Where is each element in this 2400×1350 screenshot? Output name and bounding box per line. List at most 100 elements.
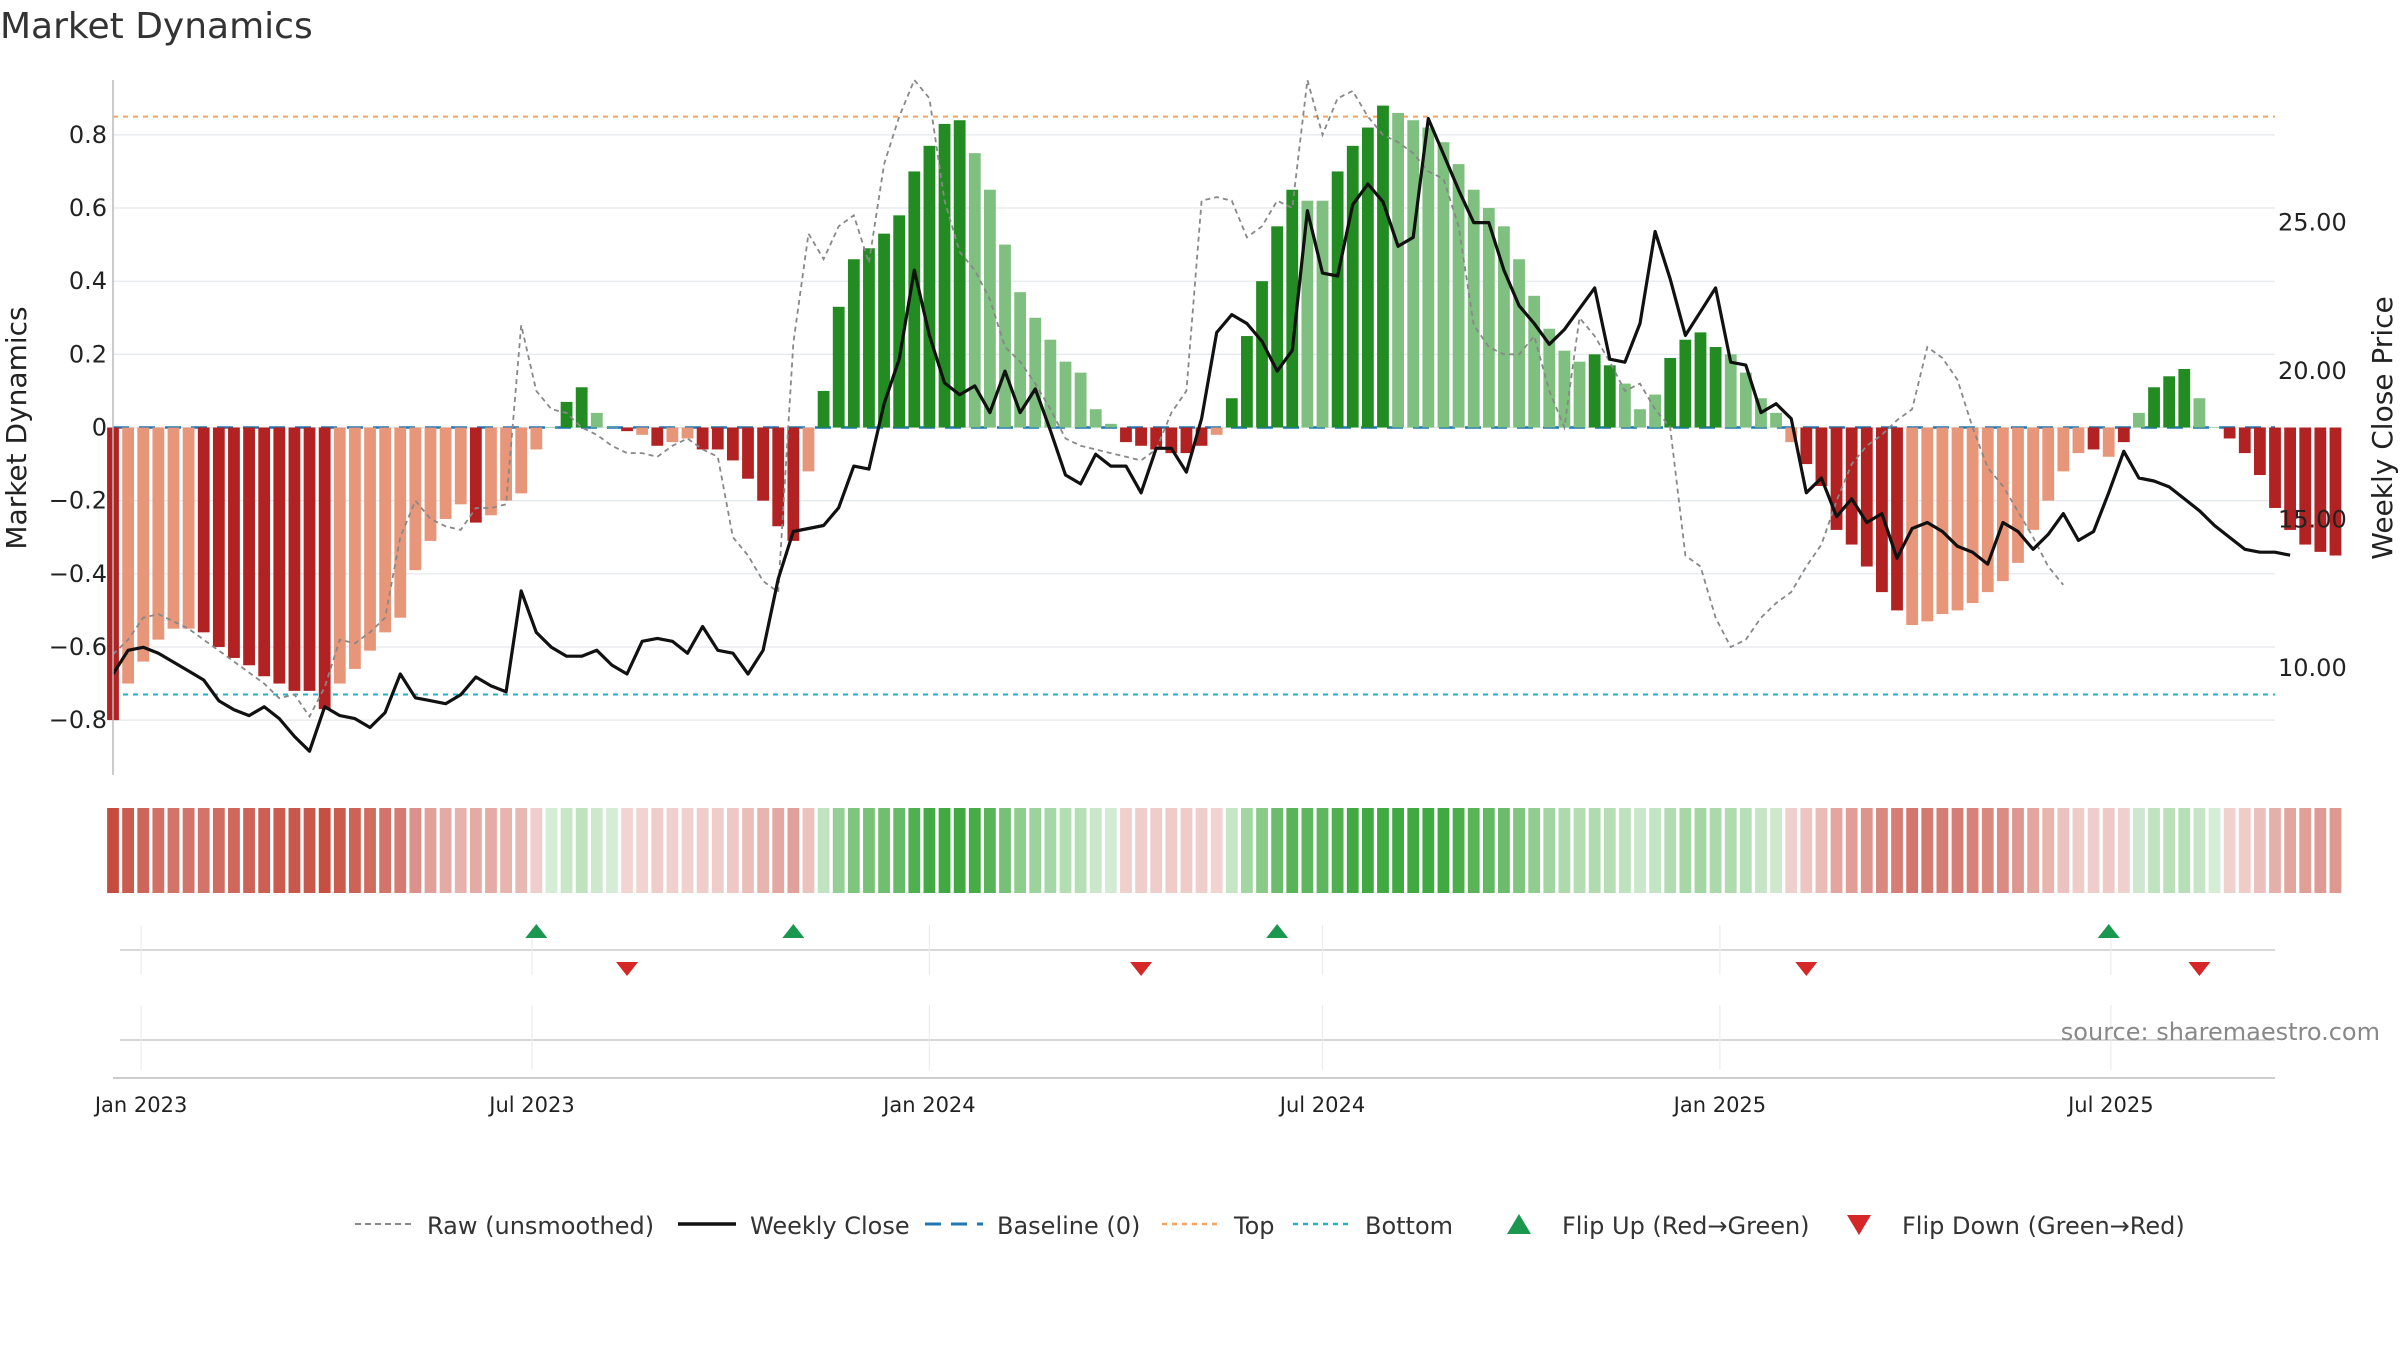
regime-cell [2042,808,2055,893]
momentum-bar [1845,427,1858,545]
momentum-bar [2133,412,2145,428]
momentum-bar [2269,427,2281,508]
momentum-bar [863,248,875,428]
regime-cell [167,808,180,893]
regime-cell [2087,808,2100,893]
regime-cell [666,808,679,893]
flip-down-marker [1795,962,1818,976]
regime-cell [545,808,558,893]
momentum-bar [152,427,165,640]
momentum-bar [1225,398,1238,428]
y2-axis-label: Weekly Close Price [2366,296,2399,559]
regime-cell [1830,808,1843,893]
legend-label: Flip Up (Red→Green) [1562,1212,1810,1240]
regime-cell [424,808,437,893]
regime-cell [772,808,785,893]
momentum-bar [349,427,361,669]
regime-cell [1286,808,1299,893]
momentum-bar [726,427,739,461]
momentum-bar [1558,350,1571,428]
momentum-bar [1165,427,1178,454]
momentum-bar [2329,427,2342,556]
regime-cell [152,808,165,893]
regime-cell [197,808,210,893]
regime-cell [1271,808,1284,893]
momentum-bar [1996,427,2009,582]
regime-cell [2178,808,2191,893]
momentum-bar [500,427,512,501]
momentum-bar [1573,361,1586,428]
empty-bottom-panel [113,1005,2275,1079]
momentum-bar [1649,394,1662,428]
regime-cell [1951,808,1964,893]
momentum-bar [228,427,240,658]
regime-cell [1845,808,1858,893]
momentum-bar [772,427,785,527]
momentum-bar [817,390,830,428]
regime-cell [2269,808,2281,893]
regime-cell [2072,808,2085,893]
legend-label: Top [1233,1212,1275,1240]
regime-cell [938,808,951,893]
momentum-bar [742,427,754,479]
regime-cell [2238,808,2251,893]
momentum-bar [1709,347,1722,428]
momentum-bar [2117,427,2130,443]
y-tick-label: 0.2 [69,340,107,368]
regime-cell [2208,808,2221,893]
momentum-bar [545,427,558,428]
date-tick-label: Jul 2023 [487,1093,574,1117]
momentum-bar [2042,427,2055,501]
regime-cell [651,808,664,893]
momentum-bar [651,427,664,446]
momentum-bar [575,387,588,428]
regime-cell [2314,808,2327,893]
momentum-bar [2057,427,2070,472]
momentum-bar [469,427,482,523]
regime-cell [1467,808,1480,893]
regime-cell [137,808,150,893]
regime-cell [802,808,815,893]
regime-cell [1210,808,1223,893]
regime-cell [500,808,512,893]
regime-cell [1860,808,1873,893]
momentum-bar [2314,427,2327,552]
regime-cell [1014,808,1027,893]
regime-cell [2102,808,2115,893]
regime-cell [1739,808,1752,893]
momentum-bar [2284,427,2297,530]
regime-cell [1679,808,1692,893]
regime-cell [1709,808,1722,893]
momentum-bar [2072,427,2085,454]
y2-tick-label: 10.00 [2278,654,2347,682]
y-tick-label: −0.4 [49,560,107,588]
regime-cell [1603,808,1616,893]
regime-cell [1573,808,1586,893]
momentum-bar [711,427,724,450]
regime-cell [469,808,482,893]
legend-label: Raw (unsmoothed) [427,1212,654,1240]
momentum-bar [1074,372,1087,428]
momentum-bars [107,105,2342,721]
momentum-bar [1603,365,1616,428]
regime-cell [1649,808,1662,893]
raw-series-line [112,78,2064,719]
regime-cell [1996,808,2009,893]
momentum-bar [2178,368,2191,428]
momentum-bar [938,123,951,428]
momentum-bar [1800,427,1813,465]
momentum-bar [273,427,286,684]
momentum-bar [1104,423,1117,428]
date-tick-label: Jan 2023 [93,1093,188,1117]
y-axis-ticks: 0.8 0.6 0.4 0.2 0 −0.2 −0.4 −0.6 −0.8 [49,121,107,734]
regime-cell [212,808,225,893]
flip-down-marker [616,962,639,976]
regime-cell [999,808,1011,893]
regime-cell [122,808,135,893]
regime-cell [606,808,618,893]
regime-cell [1528,808,1541,893]
flip-markers-panel [120,924,2275,976]
y-tick-label: 0.4 [69,267,107,295]
y-tick-label: −0.2 [49,487,107,515]
regime-cell [787,808,800,893]
